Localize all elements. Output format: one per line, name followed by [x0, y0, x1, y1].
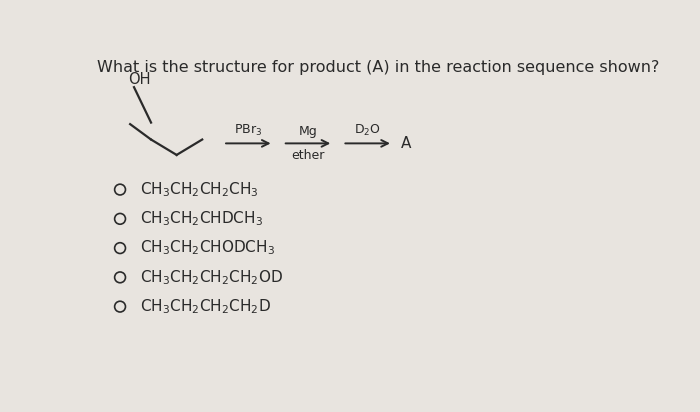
Text: Mg: Mg	[299, 125, 317, 138]
Text: A: A	[400, 136, 411, 151]
Text: What is the structure for product (A) in the reaction sequence shown?: What is the structure for product (A) in…	[97, 60, 659, 75]
Text: CH$_3$CH$_2$CH$_2$CH$_2$D: CH$_3$CH$_2$CH$_2$CH$_2$D	[140, 297, 271, 316]
Text: CH$_3$CH$_2$CHDCH$_3$: CH$_3$CH$_2$CHDCH$_3$	[140, 209, 263, 228]
Text: CH$_3$CH$_2$CH$_2$CH$_2$OD: CH$_3$CH$_2$CH$_2$CH$_2$OD	[140, 268, 283, 287]
Text: CH$_3$CH$_2$CHODCH$_3$: CH$_3$CH$_2$CHODCH$_3$	[140, 239, 275, 258]
Text: D$_2$O: D$_2$O	[354, 123, 381, 138]
Text: OH: OH	[128, 72, 150, 87]
Text: CH$_3$CH$_2$CH$_2$CH$_3$: CH$_3$CH$_2$CH$_2$CH$_3$	[140, 180, 259, 199]
Text: ether: ether	[291, 149, 325, 162]
Text: PBr$_3$: PBr$_3$	[234, 123, 262, 138]
